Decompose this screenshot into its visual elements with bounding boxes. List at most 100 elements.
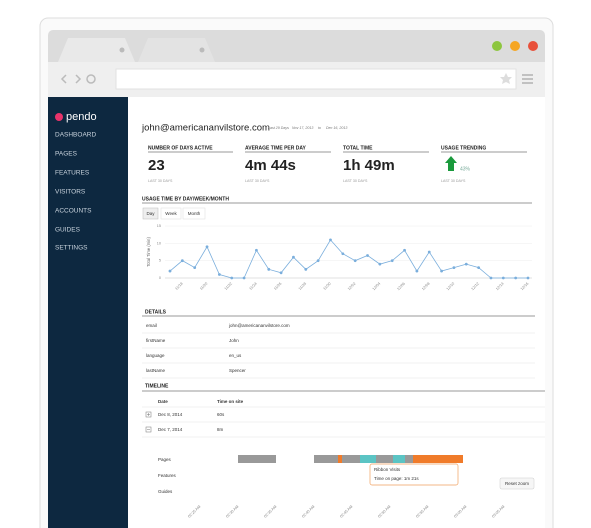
page-bar[interactable] <box>338 455 342 463</box>
range-end: Dec 16, 2013 <box>326 126 347 130</box>
window-button[interactable] <box>510 41 520 51</box>
page-bar[interactable] <box>360 455 376 463</box>
x-tick-label: 12/06 <box>396 282 406 292</box>
nav-item[interactable]: ACCOUNTS <box>55 208 92 215</box>
usage-point <box>526 276 530 280</box>
metric-label: AVERAGE TIME PER DAY <box>245 145 307 151</box>
y-tick-label: 5 <box>159 259 161 263</box>
page-bar[interactable] <box>393 455 405 463</box>
page-bar[interactable] <box>238 455 276 463</box>
tab-close[interactable] <box>199 47 205 53</box>
tab[interactable] <box>138 38 215 62</box>
usage-point <box>415 269 419 273</box>
detail-key: firstName <box>146 338 166 343</box>
timeline-time: 8m <box>217 427 224 432</box>
star[interactable] <box>500 73 512 84</box>
x-tick-label: 12/08 <box>421 282 431 292</box>
y-axis-label: Total Time (min) <box>146 237 151 267</box>
tab-button[interactable] <box>182 207 206 220</box>
x-tick-label: 11/20 <box>199 282 208 291</box>
x-tick-label: 11/22 <box>224 282 233 291</box>
content <box>128 97 545 528</box>
page-bar[interactable] <box>413 455 463 463</box>
logo: pendo <box>66 111 97 123</box>
nav-item[interactable]: GUIDES <box>55 227 81 234</box>
expand-icon[interactable] <box>145 411 152 418</box>
usage-point <box>514 276 518 280</box>
section-title: DETAILS <box>145 309 167 315</box>
section-title: TIMELINE <box>145 383 169 389</box>
nav-item[interactable]: FEATURES <box>55 170 90 177</box>
tab-close[interactable] <box>119 47 125 53</box>
page-bar[interactable] <box>342 455 360 463</box>
x-tick-label: 12/02 <box>347 282 357 292</box>
usage-point <box>378 262 382 266</box>
nav-item[interactable]: DASHBOARD <box>55 132 96 139</box>
nav-item[interactable]: VISITORS <box>55 189 86 196</box>
usage-point <box>217 273 221 276</box>
metric-value: 1h 49m <box>343 157 395 174</box>
window-button[interactable] <box>528 41 538 51</box>
tab[interactable] <box>58 38 135 62</box>
usage-point <box>255 248 258 252</box>
usage-point <box>329 238 332 242</box>
detail-value: john@americananvilstore.com <box>228 323 290 328</box>
metric: NUMBER OF DAYS ACTIVE 23 LAST 30 DAYS <box>148 145 233 183</box>
detail-value: Spencer <box>229 368 246 373</box>
page-bar[interactable] <box>405 455 413 463</box>
metric-note: LAST 30 DAYS <box>148 179 173 183</box>
range-to: to <box>318 126 321 130</box>
metric-note: LAST 30 DAYS <box>441 179 466 183</box>
page-bar[interactable] <box>314 455 338 463</box>
column-header: Time on site <box>217 399 244 404</box>
range-start: Nov 17, 2013 <box>292 126 313 130</box>
usage-point <box>168 269 172 273</box>
usage-point <box>316 259 320 263</box>
tab-button[interactable] <box>142 207 159 220</box>
collapse-icon[interactable] <box>145 426 152 433</box>
usage-point <box>464 262 468 266</box>
tooltip-title: Ribbon Visits <box>374 467 401 472</box>
metric-value: 43% <box>460 166 471 172</box>
reset-zoom-label[interactable]: Reset zoom <box>505 481 529 486</box>
email: john@americananvilstore.com <box>141 123 270 134</box>
reload[interactable] <box>86 74 96 84</box>
expand-icon[interactable] <box>147 413 150 416</box>
detail-value: en_us <box>229 353 242 358</box>
usage-point <box>366 254 369 257</box>
timeline-date[interactable]: Dec 8, 2014 <box>158 412 183 417</box>
y-tick-label: 10 <box>157 241 161 245</box>
usage-point <box>267 267 271 271</box>
range-label: Last 29 Days <box>268 126 289 130</box>
menu[interactable] <box>522 74 533 84</box>
sidebar <box>48 97 128 528</box>
tab-button[interactable] <box>160 207 182 220</box>
usage-point <box>353 259 357 263</box>
nav-item[interactable]: SETTINGS <box>55 245 88 252</box>
x-tick-label: 11/24 <box>248 282 257 291</box>
nav-item[interactable]: PAGES <box>55 151 78 158</box>
address-bar[interactable] <box>115 68 517 90</box>
detail-value: John <box>229 338 239 343</box>
usage-point <box>205 245 209 249</box>
reset-zoom[interactable] <box>499 477 535 490</box>
page-bar[interactable] <box>376 455 393 463</box>
lane-label: Features <box>158 473 177 478</box>
tab-button-label[interactable]: Week <box>165 211 177 216</box>
section-title: USAGE TIME BY DAY/WEEK/MONTH <box>142 196 229 202</box>
y-tick-label: 0 <box>159 276 161 280</box>
nav-arrows[interactable] <box>60 74 82 84</box>
column-header: Date <box>158 399 168 404</box>
timeline-time: 60s <box>217 412 225 417</box>
metric-value: 4m 44s <box>245 157 296 174</box>
usage-point <box>230 276 234 280</box>
details-table: email john@americananvilstore.com firstNam… <box>142 323 535 379</box>
window-button[interactable] <box>492 41 502 51</box>
tab-button-label[interactable]: Day <box>146 211 155 216</box>
usage-line <box>169 239 528 279</box>
metric: AVERAGE TIME PER DAY 4m 44s LAST 30 DAYS <box>245 145 331 183</box>
tab-button-label[interactable]: Month <box>188 211 201 216</box>
detail-key: language <box>146 353 165 358</box>
x-tick-label: 11/26 <box>273 282 282 291</box>
timeline-date[interactable]: Dec 7, 2014 <box>158 427 183 432</box>
